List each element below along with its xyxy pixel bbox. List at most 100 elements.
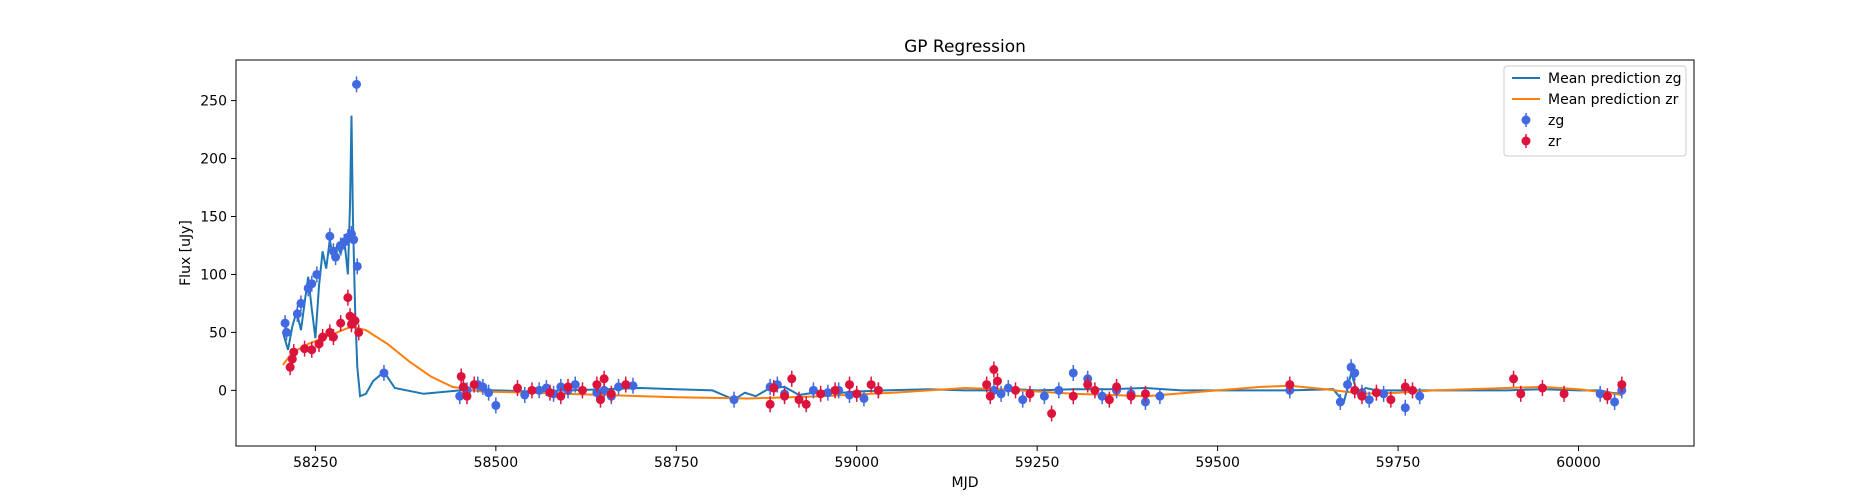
point-zg	[1610, 393, 1620, 410]
point-zg	[823, 384, 833, 401]
point-zr	[985, 388, 995, 405]
point-zr	[328, 329, 338, 346]
point-zg	[1343, 376, 1353, 393]
point-zr	[1140, 385, 1150, 402]
point-zg	[1003, 380, 1013, 397]
point-zr	[1350, 382, 1360, 399]
point-zg	[349, 231, 359, 248]
point-zg	[325, 228, 335, 245]
point-zr	[845, 376, 855, 393]
point-zr	[606, 385, 616, 402]
point-zg	[1400, 399, 1410, 416]
point-zg	[1097, 388, 1107, 405]
point-zr	[469, 376, 479, 393]
point-zr	[1357, 388, 1367, 405]
point-zr	[458, 378, 468, 395]
point-zr	[336, 315, 346, 332]
point-zr	[780, 388, 790, 405]
legend-box	[1503, 65, 1687, 157]
point-zr	[1104, 391, 1114, 408]
point-zg	[292, 305, 302, 322]
point-zr	[350, 312, 360, 329]
legend-label-zr: zr	[1548, 134, 1561, 150]
point-zg	[1595, 385, 1605, 402]
point-zg	[1054, 382, 1064, 399]
x-tick-label: 58750	[654, 455, 699, 471]
point-zg	[312, 266, 322, 283]
point-zg	[520, 386, 530, 403]
point-zr	[816, 385, 826, 402]
point-zr	[1509, 370, 1519, 387]
chart-title: GP Regression	[904, 37, 1026, 57]
x-axis-label: MJD	[952, 475, 979, 491]
point-zr	[1090, 382, 1100, 399]
point-zg	[307, 275, 317, 292]
point-zg	[296, 295, 306, 312]
legend-label-mean-zr: Mean prediction zr	[1548, 92, 1679, 108]
point-zg	[1350, 364, 1360, 381]
point-zg	[455, 388, 465, 405]
point-zr	[989, 361, 999, 378]
point-zg	[491, 397, 501, 414]
point-zr	[1047, 405, 1057, 422]
point-zr	[787, 370, 797, 387]
x-tick-label: 59000	[834, 455, 879, 471]
point-zg	[628, 377, 638, 394]
point-zr	[1386, 391, 1396, 408]
point-zr	[1559, 385, 1569, 402]
point-zg	[1018, 391, 1028, 408]
point-zr	[318, 329, 328, 346]
point-zg	[996, 385, 1006, 402]
y-tick-label: 200	[200, 152, 227, 168]
point-zg	[534, 382, 544, 399]
point-zr	[830, 382, 840, 399]
point-zr	[982, 376, 992, 393]
x-tick-label: 59250	[1015, 455, 1060, 471]
point-zr	[1083, 376, 1093, 393]
point-zr	[1025, 385, 1035, 402]
point-zr	[1112, 378, 1122, 395]
point-zg	[1068, 364, 1078, 381]
point-zg	[808, 382, 818, 399]
point-zg	[478, 378, 488, 395]
point-zr	[769, 380, 779, 397]
point-zr	[599, 370, 609, 387]
legend-swatch-zr-points	[1521, 134, 1531, 148]
point-zr	[592, 376, 602, 393]
point-zr	[765, 396, 775, 413]
point-zr	[1011, 382, 1021, 399]
point-zr	[801, 396, 811, 413]
point-zr	[1537, 380, 1547, 397]
point-zr	[1602, 388, 1612, 405]
point-zr	[527, 382, 537, 399]
point-zr	[343, 289, 353, 306]
x-tick-label: 59750	[1376, 455, 1421, 471]
point-zr	[577, 382, 587, 399]
legend-swatch-zg-points	[1521, 113, 1531, 127]
point-zr	[866, 376, 876, 393]
point-zr	[1068, 388, 1078, 405]
point-zr	[1516, 385, 1526, 402]
point-zr	[873, 382, 883, 399]
point-zr	[621, 376, 631, 393]
point-zg	[331, 249, 341, 266]
point-zg	[859, 390, 869, 407]
point-zg	[379, 364, 389, 381]
point-zg	[1155, 388, 1165, 405]
point-zr	[1371, 384, 1381, 401]
point-zr	[1126, 388, 1136, 405]
point-zr	[1617, 376, 1627, 393]
point-zr	[794, 391, 804, 408]
x-axis-ticks: 58250 58500 58750 59000 59250 59500 59750 60000	[293, 446, 1601, 471]
legend-label-mean-zg: Mean prediction zg	[1548, 71, 1682, 87]
point-zr	[852, 385, 862, 402]
point-zr	[992, 373, 1002, 390]
legend-label-zg: zg	[1548, 113, 1564, 129]
point-zr	[354, 324, 364, 341]
point-zg	[1415, 388, 1425, 405]
point-zg	[1379, 385, 1389, 402]
point-zg	[729, 391, 739, 408]
point-zr	[1285, 376, 1295, 393]
x-tick-label: 60000	[1556, 455, 1601, 471]
